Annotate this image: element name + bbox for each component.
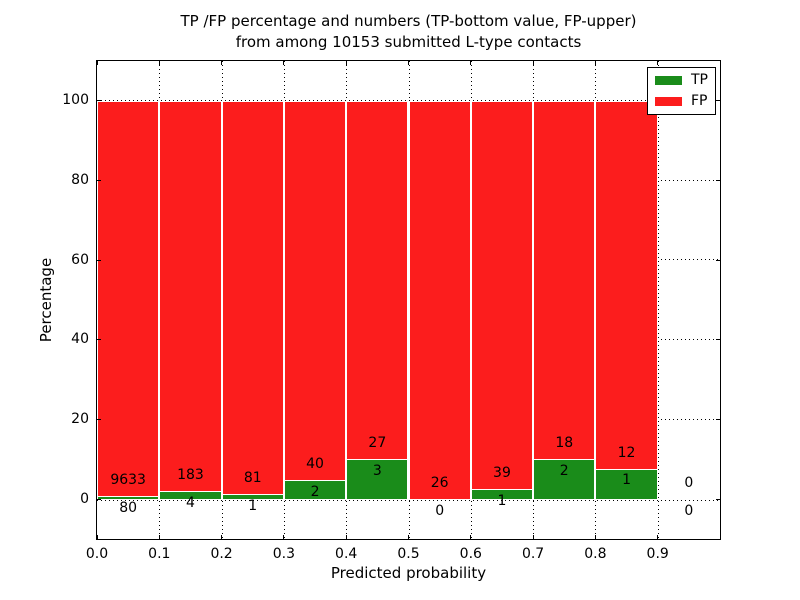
y-tick-left bbox=[97, 180, 101, 181]
x-tick-top bbox=[657, 61, 659, 65]
x-tick-top bbox=[221, 61, 223, 65]
tp-bar bbox=[221, 494, 284, 500]
legend: TP FP bbox=[647, 67, 716, 115]
x-tick-bottom bbox=[657, 535, 659, 539]
tp-bar bbox=[159, 490, 222, 500]
fp-count-label: 39 bbox=[493, 465, 511, 482]
y-tick-right bbox=[716, 180, 720, 181]
tp-count-label: 2 bbox=[559, 463, 569, 480]
fp-bar bbox=[595, 100, 658, 469]
fp-bar bbox=[533, 100, 596, 460]
fp-count-label: 9633 bbox=[110, 471, 146, 488]
tp-bar bbox=[533, 459, 596, 500]
x-tick-bottom bbox=[594, 535, 596, 539]
x-tick-label: 0.5 bbox=[397, 546, 420, 562]
fp-bar bbox=[159, 100, 222, 491]
x-tick-bottom bbox=[158, 535, 160, 539]
tp-color-swatch bbox=[655, 76, 682, 85]
y-tick-label: 80 bbox=[71, 172, 89, 188]
tp-count-label: 0 bbox=[435, 503, 445, 520]
x-tick-label: 0.7 bbox=[521, 546, 545, 562]
y-tick-left bbox=[97, 339, 101, 341]
y-tick-left bbox=[97, 419, 101, 420]
x-tick-bottom bbox=[408, 535, 409, 539]
x-tick-label: 0.2 bbox=[210, 546, 233, 562]
fp-count-label: 0 bbox=[684, 475, 694, 492]
x-tick-label: 0.4 bbox=[335, 546, 358, 562]
fp-bar bbox=[283, 100, 347, 481]
fp-count-label: 27 bbox=[368, 435, 387, 452]
tp-count-label: 80 bbox=[119, 499, 138, 516]
x-tick-top bbox=[408, 61, 409, 65]
chart-title-line2: from among 10153 submitted L-type contac… bbox=[235, 33, 582, 51]
y-tick-right bbox=[716, 100, 720, 102]
x-tick-top bbox=[345, 61, 347, 65]
legend-label-tp: TP bbox=[691, 72, 708, 88]
fp-bar bbox=[408, 100, 471, 500]
y-tick-label: 0 bbox=[80, 490, 89, 507]
legend-item-fp: FP bbox=[655, 94, 708, 109]
v-gridline-0.9 bbox=[657, 61, 659, 539]
tp-count-label: 3 bbox=[372, 463, 382, 480]
fp-count-label: 40 bbox=[306, 456, 324, 473]
x-tick-bottom bbox=[96, 535, 98, 539]
y-tick-label: 40 bbox=[71, 331, 89, 348]
tp-bar bbox=[97, 495, 160, 500]
y-tick-label: 20 bbox=[71, 411, 89, 427]
y-tick-right bbox=[716, 419, 720, 420]
fp-count-label: 18 bbox=[555, 435, 574, 452]
tp-count-label: 1 bbox=[497, 493, 507, 510]
x-tick-top bbox=[96, 61, 98, 65]
fp-bar bbox=[346, 100, 409, 460]
y-tick-left bbox=[97, 259, 101, 261]
x-tick-top bbox=[532, 61, 534, 65]
tp-count-label: 4 bbox=[185, 494, 195, 511]
x-tick-label: 0.3 bbox=[272, 546, 296, 562]
chart-title-line1: TP /FP percentage and numbers (TP-bottom… bbox=[180, 12, 637, 30]
plot-area: TP FP 0 20 40 60 80 100 0.0 0.1 0.2 0.3 0.4 0.5 0.6 0… bbox=[62, 60, 721, 562]
tp-count-label: 1 bbox=[622, 472, 631, 489]
tp-bar bbox=[470, 489, 534, 500]
x-tick-bottom bbox=[221, 535, 223, 539]
tp-count-label: 0 bbox=[684, 503, 694, 520]
x-tick-top bbox=[158, 61, 160, 65]
fp-color-swatch bbox=[655, 97, 682, 106]
fp-bar bbox=[221, 100, 284, 495]
x-tick-label: 0.6 bbox=[459, 546, 482, 562]
x-tick-bottom bbox=[470, 535, 472, 539]
x-tick-bottom bbox=[283, 535, 285, 539]
x-tick-top bbox=[470, 61, 472, 65]
x-tick-label: 0.9 bbox=[646, 546, 669, 562]
legend-label-fp: FP bbox=[691, 93, 708, 109]
legend-item-tp: TP bbox=[655, 73, 708, 88]
fp-count-label: 81 bbox=[243, 470, 262, 487]
tp-bar bbox=[595, 468, 658, 500]
fp-bar bbox=[97, 100, 160, 496]
x-axis-label: Predicted probability bbox=[330, 564, 487, 582]
x-tick-label: 0.1 bbox=[148, 546, 171, 562]
tp-bar bbox=[283, 480, 347, 500]
y-tick-right bbox=[716, 339, 720, 341]
fp-count-label: 183 bbox=[177, 466, 204, 483]
y-tick-left bbox=[97, 498, 101, 500]
x-tick-bottom bbox=[532, 535, 534, 539]
fp-count-label: 12 bbox=[617, 444, 636, 461]
x-tick-top bbox=[283, 61, 285, 65]
tp-bar bbox=[346, 459, 409, 500]
y-tick-label: 100 bbox=[62, 92, 89, 109]
fp-count-label: 26 bbox=[430, 475, 449, 492]
y-tick-right bbox=[716, 259, 720, 261]
x-tick-label: 0.0 bbox=[85, 546, 109, 562]
x-tick-label: 0.8 bbox=[584, 546, 607, 562]
chart-title: TP /FP percentage and numbers (TP-bottom… bbox=[96, 11, 721, 53]
y-tick-left bbox=[97, 100, 101, 102]
y-tick-right bbox=[716, 498, 720, 500]
fp-bar bbox=[470, 100, 534, 490]
x-tick-bottom bbox=[345, 535, 347, 539]
y-tick-label: 60 bbox=[71, 251, 89, 268]
x-tick-top bbox=[594, 61, 596, 65]
tp-count-label: 1 bbox=[248, 498, 258, 515]
tp-count-label: 2 bbox=[310, 484, 320, 501]
